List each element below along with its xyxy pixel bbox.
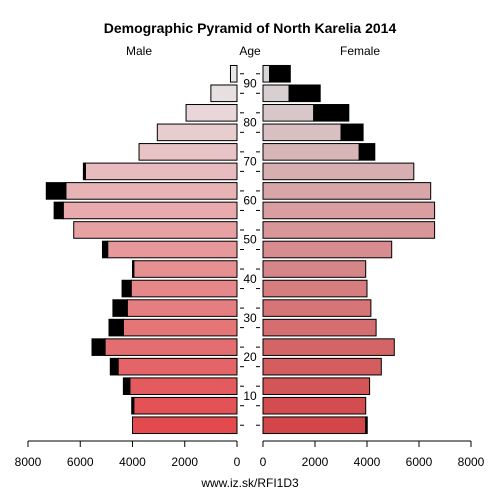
female-excess-bar-0-4 [365,416,368,435]
male-bar-65-69 [84,162,238,181]
female-bar-80-84 [262,104,315,122]
male-bar-35-39 [130,279,238,298]
male-bar-55-59 [62,201,238,220]
female-excess-bar-90+ [269,64,291,83]
female-label: Female [340,44,380,58]
female-bar-85-89 [262,84,290,103]
female-bar-60-64 [262,182,432,200]
male-excess-bar-30-34 [112,299,128,317]
male-x-tick-label: 0 [234,455,241,469]
male-x-tick-label: 2000 [171,455,198,469]
female-bar-45-49 [262,240,393,259]
age-tick-label: 60 [243,194,257,208]
footer-url: www.iz.sk/RFI1D3 [200,476,299,490]
female-bar-90+ [262,64,270,83]
female-x-tick-label: 0 [260,455,267,469]
female-excess-bar-85-89 [288,84,321,103]
male-excess-bar-10-14 [122,377,131,395]
male-excess-bar-20-24 [91,338,106,356]
age-label: Age [239,44,261,58]
female-bar-0-4 [262,416,367,435]
plot-area: 10 20 30 40 50 60 70 80 90 8000 6000 4000 2000 0 0 2000… [15,64,485,469]
male-x-tick-label: 4000 [119,455,146,469]
age-tick-label: 90 [243,77,257,91]
age-tick-label: 20 [243,350,257,364]
female-bar-10-14 [262,377,371,395]
female-bar-20-24 [262,338,395,356]
female-bar-50-54 [262,221,436,239]
female-bar-15-19 [262,357,382,376]
male-bar-5-9 [133,396,238,415]
female-excess-bar-80-84 [313,104,350,122]
female-x-tick-label: 6000 [406,455,433,469]
male-excess-bar-5-9 [131,396,135,415]
male-excess-bar-45-49 [101,240,109,259]
male-bar-80-84 [185,104,238,122]
male-bar-45-49 [107,240,238,259]
male-bar-50-54 [73,221,238,239]
male-bar-70-74 [138,143,238,161]
female-bar-70-74 [262,143,360,161]
male-excess-bar-65-69 [82,162,86,181]
age-tick-label: 40 [243,272,257,286]
age-tick-label: 80 [243,116,257,130]
female-x-tick-label: 8000 [458,455,485,469]
female-excess-bar-75-79 [340,123,364,142]
male-bar-90+ [229,64,238,83]
male-bar-85-89 [210,84,238,103]
male-x-tick-label: 6000 [67,455,94,469]
female-bar-35-39 [262,279,368,298]
female-x-tick-label: 2000 [302,455,329,469]
female-bar-25-29 [262,318,377,337]
female-bar-5-9 [262,396,367,415]
male-excess-bar-15-19 [109,357,119,376]
male-bar-10-14 [129,377,238,395]
male-bar-0-4 [132,416,238,435]
male-excess-bar-40-44 [132,260,135,278]
male-bar-25-29 [122,318,238,337]
male-bar-20-24 [104,338,238,356]
male-bar-15-19 [117,357,238,376]
female-x-tick-label: 4000 [354,455,381,469]
male-excess-bar-55-59 [53,201,64,220]
male-excess-bar-60-64 [45,182,67,200]
age-tick-label: 70 [243,155,257,169]
male-bar-30-34 [126,299,238,317]
male-excess-bar-25-29 [108,318,124,337]
male-bar-40-44 [133,260,238,278]
age-tick-label: 30 [243,311,257,325]
male-bar-60-64 [65,182,238,200]
chart-title: Demographic Pyramid of North Karelia 201… [104,20,397,36]
female-bar-65-69 [262,162,415,181]
female-bar-55-59 [262,201,436,220]
female-bar-40-44 [262,260,367,278]
male-label: Male [126,44,152,58]
male-excess-bar-35-39 [121,279,132,298]
female-bar-30-34 [262,299,372,317]
female-excess-bar-70-74 [358,143,376,161]
age-tick-label: 10 [243,389,257,403]
age-tick-label: 50 [243,233,257,247]
male-x-tick-label: 8000 [15,455,42,469]
male-bar-75-79 [156,123,238,142]
female-bar-75-79 [262,123,342,142]
